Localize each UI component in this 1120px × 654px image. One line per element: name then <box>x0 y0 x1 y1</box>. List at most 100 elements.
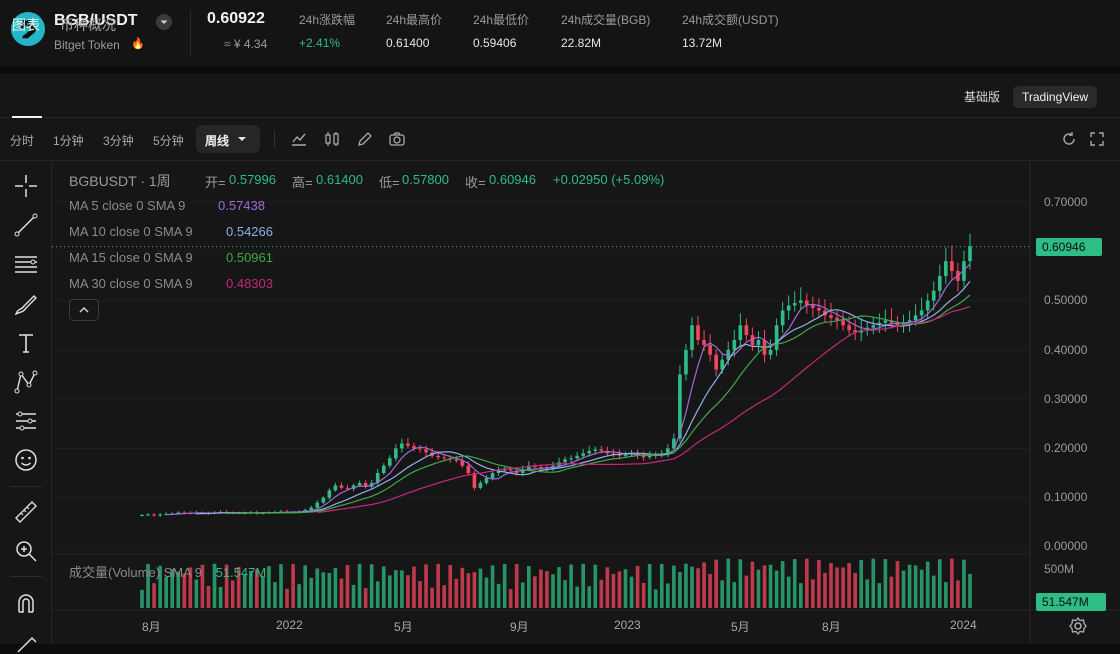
volume-bar <box>762 565 767 608</box>
interval-timeline[interactable]: 分时 <box>10 134 35 148</box>
candle <box>563 459 567 463</box>
candle <box>424 449 428 453</box>
interval-3m[interactable]: 3分钟 <box>103 134 134 148</box>
text-icon[interactable] <box>12 329 40 357</box>
volume-value: 51.547M <box>215 565 267 580</box>
volume-bar <box>659 563 664 608</box>
indicator-icon[interactable] <box>290 130 308 148</box>
volume-bar <box>931 575 936 608</box>
pair-title[interactable]: BGB/USDT <box>54 12 138 29</box>
candle-style-icon[interactable] <box>323 130 341 148</box>
volume-bar <box>593 564 598 608</box>
ma5-value: 0.57438 <box>218 198 265 213</box>
volume-bar <box>303 565 307 608</box>
refresh-icon[interactable] <box>1060 130 1078 148</box>
candle <box>152 514 156 516</box>
stat-volume-label: 24h成交量(BGB) <box>561 13 651 27</box>
candle <box>968 246 972 262</box>
volume-bar <box>587 586 592 608</box>
stat-change-label: 24h涨跌幅 <box>299 13 356 27</box>
stat-turnover-label: 24h成交额(USDT) <box>682 13 779 27</box>
volume-bar <box>496 583 501 608</box>
chevron-down-icon[interactable] <box>156 14 172 30</box>
volume-bar <box>472 572 477 608</box>
volume-bar <box>798 583 803 608</box>
chevron-down-icon[interactable] <box>236 133 248 145</box>
ma5-label: MA 5 close 0 SMA 9 <box>69 198 186 213</box>
candle <box>702 340 706 345</box>
volume-bar <box>635 565 640 608</box>
volume-bar <box>333 568 338 608</box>
stat-low-label: 24h最低价 <box>473 13 530 27</box>
candle <box>907 320 912 323</box>
volume-bar <box>768 564 773 608</box>
volume-bar <box>261 576 265 608</box>
fib-lines-icon[interactable] <box>12 251 40 279</box>
x-axis-label: 8月 <box>142 620 161 634</box>
basic-version-button[interactable]: 基础版 <box>964 90 1001 104</box>
candle <box>363 482 368 487</box>
candle <box>339 485 344 488</box>
volume-bar <box>176 571 181 608</box>
volume-bar <box>146 564 150 608</box>
crosshair-icon[interactable] <box>12 172 40 200</box>
volume-bar <box>907 564 912 608</box>
stat-high-value: 0.61400 <box>386 36 430 50</box>
volume-bar <box>750 561 755 608</box>
volume-bar <box>829 563 833 608</box>
pattern-icon[interactable] <box>12 368 40 396</box>
candle <box>472 473 477 488</box>
volume-bar <box>665 583 670 608</box>
volume-bar <box>394 570 398 608</box>
prediction-icon[interactable] <box>12 407 40 435</box>
volume-bar <box>502 563 507 608</box>
volume-bar <box>756 569 761 608</box>
interval-1m[interactable]: 1分钟 <box>53 134 84 148</box>
screenshot-icon[interactable] <box>388 130 406 148</box>
tradingview-button[interactable]: TradingView <box>1013 86 1098 108</box>
volume-axis-label: 500M <box>1044 562 1075 576</box>
candle <box>611 453 616 455</box>
legend-collapse-button[interactable] <box>69 299 99 321</box>
candle <box>696 325 700 340</box>
candle <box>937 275 942 291</box>
volume-bar <box>212 563 217 608</box>
volume-bar <box>454 578 459 608</box>
tab-overview[interactable]: 币种概况 <box>60 17 116 33</box>
candlestick-chart[interactable] <box>52 162 1120 644</box>
zoom-icon[interactable] <box>12 537 40 565</box>
volume-bar <box>599 579 604 608</box>
price-axis-label: 0.30000 <box>1044 392 1088 406</box>
draw-pencil-icon[interactable] <box>356 130 374 148</box>
candle <box>732 340 737 350</box>
tool-divider <box>10 576 42 577</box>
ruler-icon[interactable] <box>12 498 40 526</box>
volume-bar <box>218 586 223 608</box>
ma30-value: 0.48303 <box>226 276 273 291</box>
volume-bar <box>605 567 610 608</box>
interval-select[interactable] <box>196 125 260 153</box>
trendline-icon[interactable] <box>12 211 40 239</box>
candle <box>599 449 604 451</box>
candle <box>798 300 803 304</box>
x-axis-label: 5月 <box>731 620 750 634</box>
volume-bar <box>381 566 386 608</box>
settings-gear-icon[interactable] <box>1068 616 1088 636</box>
candle <box>593 449 598 451</box>
lock-drawing-icon[interactable] <box>12 626 40 654</box>
magnet-icon[interactable] <box>12 590 40 618</box>
candle <box>750 335 755 345</box>
emoji-icon[interactable] <box>12 446 40 474</box>
candle <box>412 445 416 449</box>
stat-high-label: 24h最高价 <box>386 13 443 27</box>
volume-bar <box>387 575 392 608</box>
fullscreen-icon[interactable] <box>1088 130 1106 148</box>
candle <box>944 261 948 276</box>
brush-icon[interactable] <box>12 290 40 318</box>
tab-chart[interactable]: 图表 <box>12 17 40 33</box>
x-axis-label: 5月 <box>394 620 413 634</box>
volume-bar <box>641 582 646 608</box>
candle <box>436 455 440 458</box>
volume-bar <box>412 566 416 608</box>
interval-5m[interactable]: 5分钟 <box>153 134 184 148</box>
